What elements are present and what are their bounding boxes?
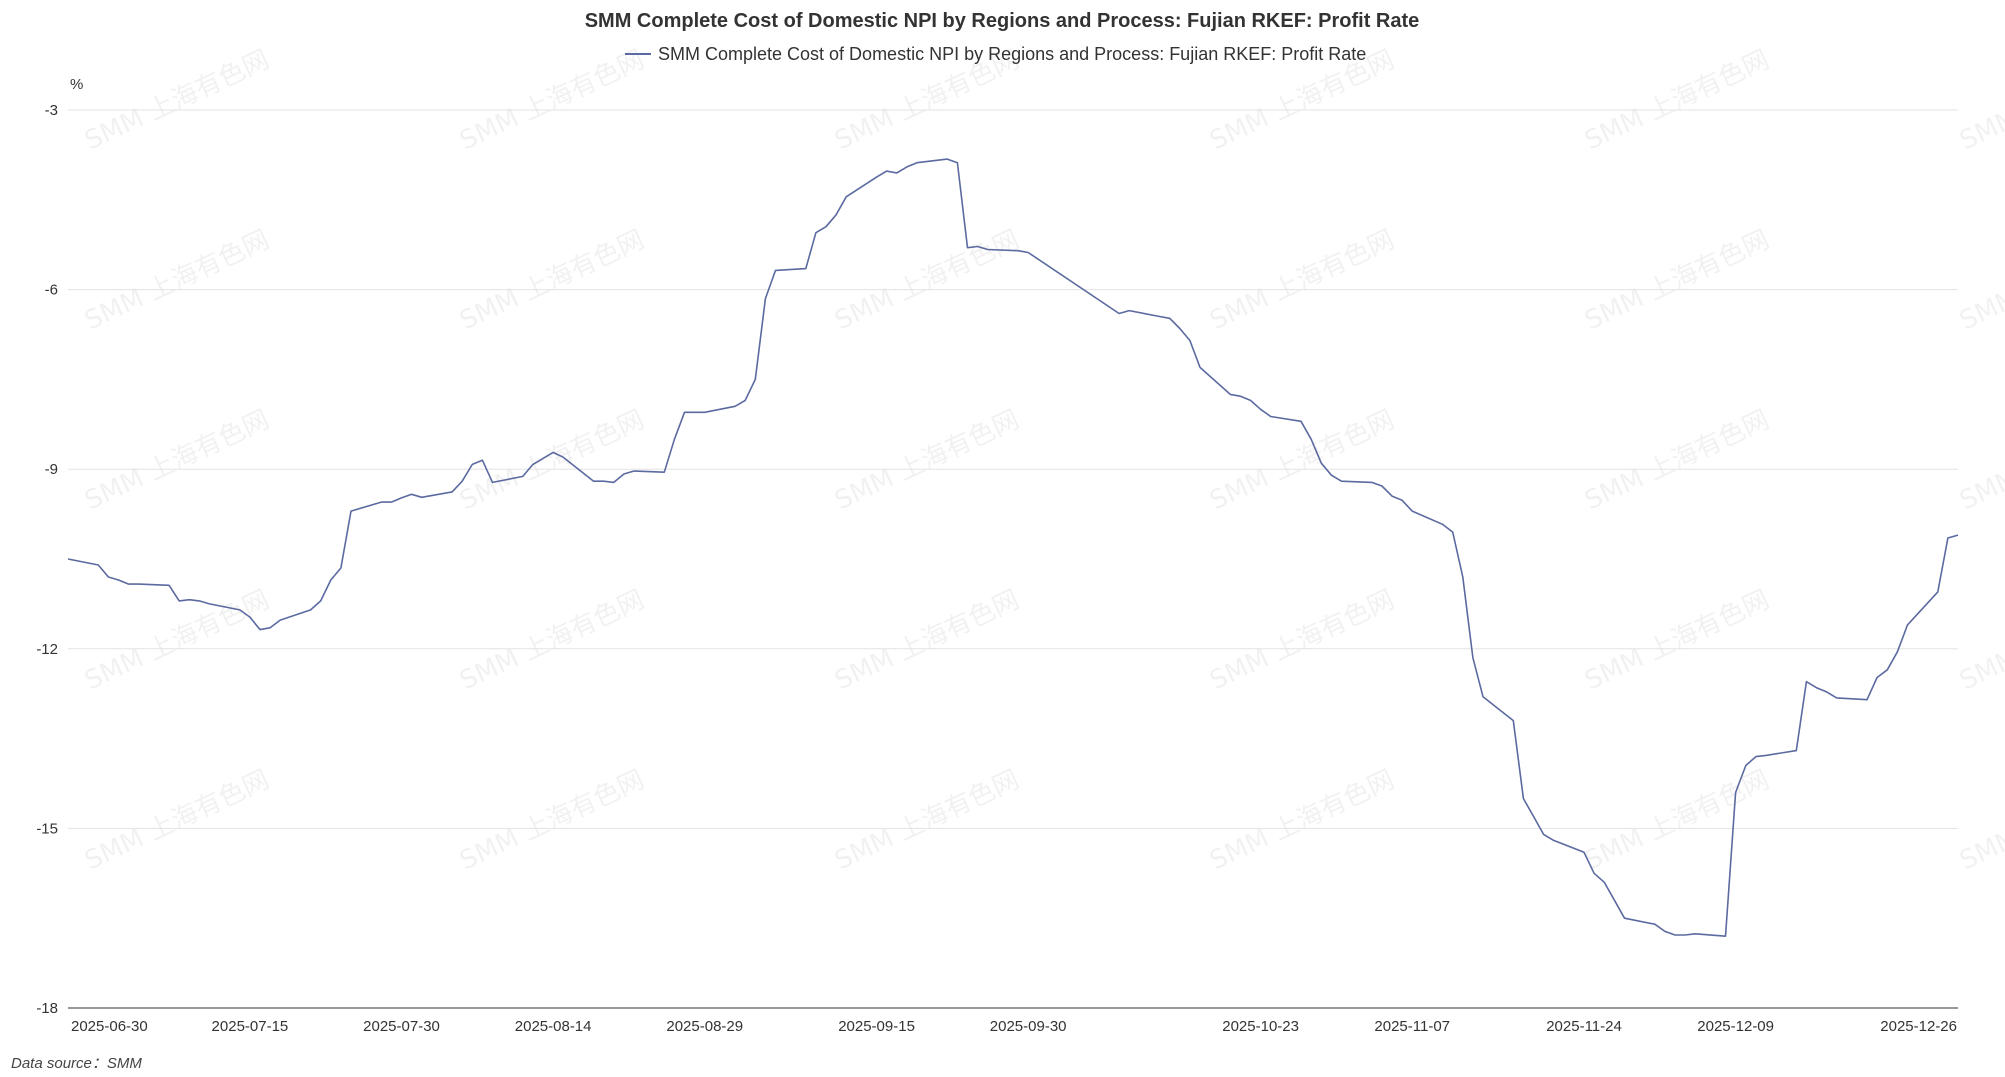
watermark-text: SMM 上海有色网 xyxy=(455,225,649,337)
watermark-text: SMM 上海有色网 xyxy=(80,765,274,877)
x-tick-label: 2025-09-30 xyxy=(990,1018,1067,1035)
y-axis-unit: % xyxy=(70,76,83,93)
watermark-text: SMM 上海有色网 xyxy=(1955,45,2005,157)
chart-title: SMM Complete Cost of Domestic NPI by Reg… xyxy=(585,10,1420,32)
watermark-text: SMM 上海有色网 xyxy=(1580,405,1774,517)
watermark-text: SMM 上海有色网 xyxy=(1205,585,1399,697)
gridlines xyxy=(68,109,1958,829)
watermark-text: SMM 上海有色网 xyxy=(1955,585,2005,697)
y-tick-labels: -3 -6 -9 -12 -15 -18 xyxy=(36,102,58,1017)
watermark-text: SMM 上海有色网 xyxy=(1205,405,1399,517)
watermark-text: SMM 上海有色网 xyxy=(455,765,649,877)
watermark-text: SMM 上海有色网 xyxy=(1580,225,1774,337)
watermark-layer: SMM 上海有色网 SMM 上海有色网 SMM 上海有色网 SMM 上海有色网 SMM … xyxy=(80,45,2005,877)
watermark-text: SMM 上海有色网 xyxy=(830,225,1024,337)
x-tick-label: 2025-08-29 xyxy=(666,1018,743,1035)
watermark-text: SMM 上海有色网 xyxy=(1580,585,1774,697)
watermark-text: SMM 上海有色网 xyxy=(1580,45,1774,157)
legend[interactable]: SMM Complete Cost of Domestic NPI by Reg… xyxy=(625,44,1366,64)
watermark-text: SMM 上海有色网 xyxy=(80,585,274,697)
watermark-text: SMM 上海有色网 xyxy=(80,45,274,157)
watermark-text: SMM 上海有色网 xyxy=(1955,765,2005,877)
watermark-text: SMM 上海有色网 xyxy=(80,405,274,517)
y-tick-label: -3 xyxy=(45,102,58,119)
x-tick-label: 2025-10-23 xyxy=(1222,1018,1299,1035)
watermark-text: SMM 上海有色网 xyxy=(830,405,1024,517)
x-tick-labels: 2025-06-30 2025-07-15 2025-07-30 2025-08-14… xyxy=(71,1018,1957,1035)
y-tick-label: -18 xyxy=(36,1000,58,1017)
x-tick-label: 2025-07-15 xyxy=(212,1018,289,1035)
watermark-text: SMM 上海有色网 xyxy=(80,225,274,337)
series-line[interactable] xyxy=(67,158,1959,937)
x-tick-label: 2025-08-14 xyxy=(515,1018,592,1035)
data-source: Data source：SMM xyxy=(11,1055,142,1072)
y-tick-label: -9 xyxy=(45,461,58,478)
x-tick-label: 2025-12-09 xyxy=(1697,1018,1774,1035)
watermark-text: SMM 上海有色网 xyxy=(1205,765,1399,877)
watermark-text: SMM 上海有色网 xyxy=(1205,225,1399,337)
watermark-text: SMM 上海有色网 xyxy=(1955,225,2005,337)
watermark-text: SMM 上海有色网 xyxy=(455,585,649,697)
watermark-text: SMM 上海有色网 xyxy=(830,585,1024,697)
watermark-text: SMM 上海有色网 xyxy=(830,765,1024,877)
watermark-text: SMM 上海有色网 xyxy=(1955,405,2005,517)
watermark-text: SMM 上海有色网 xyxy=(1580,765,1774,877)
x-tick-label: 2025-09-15 xyxy=(838,1018,915,1035)
y-tick-label: -15 xyxy=(36,820,58,837)
legend-label: SMM Complete Cost of Domestic NPI by Reg… xyxy=(658,44,1366,64)
x-tick-label: 2025-07-30 xyxy=(363,1018,440,1035)
x-tick-label: 2025-11-24 xyxy=(1546,1018,1622,1035)
x-tick-label: 2025-11-07 xyxy=(1374,1018,1450,1035)
x-tick-label: 2025-12-26 xyxy=(1880,1018,1957,1035)
watermark-text: SMM 上海有色网 xyxy=(455,405,649,517)
x-tick-label: 2025-06-30 xyxy=(71,1018,148,1035)
y-tick-label: -12 xyxy=(36,641,58,658)
y-tick-label: -6 xyxy=(45,282,58,299)
watermark-text: SMM 上海有色网 xyxy=(455,45,649,157)
